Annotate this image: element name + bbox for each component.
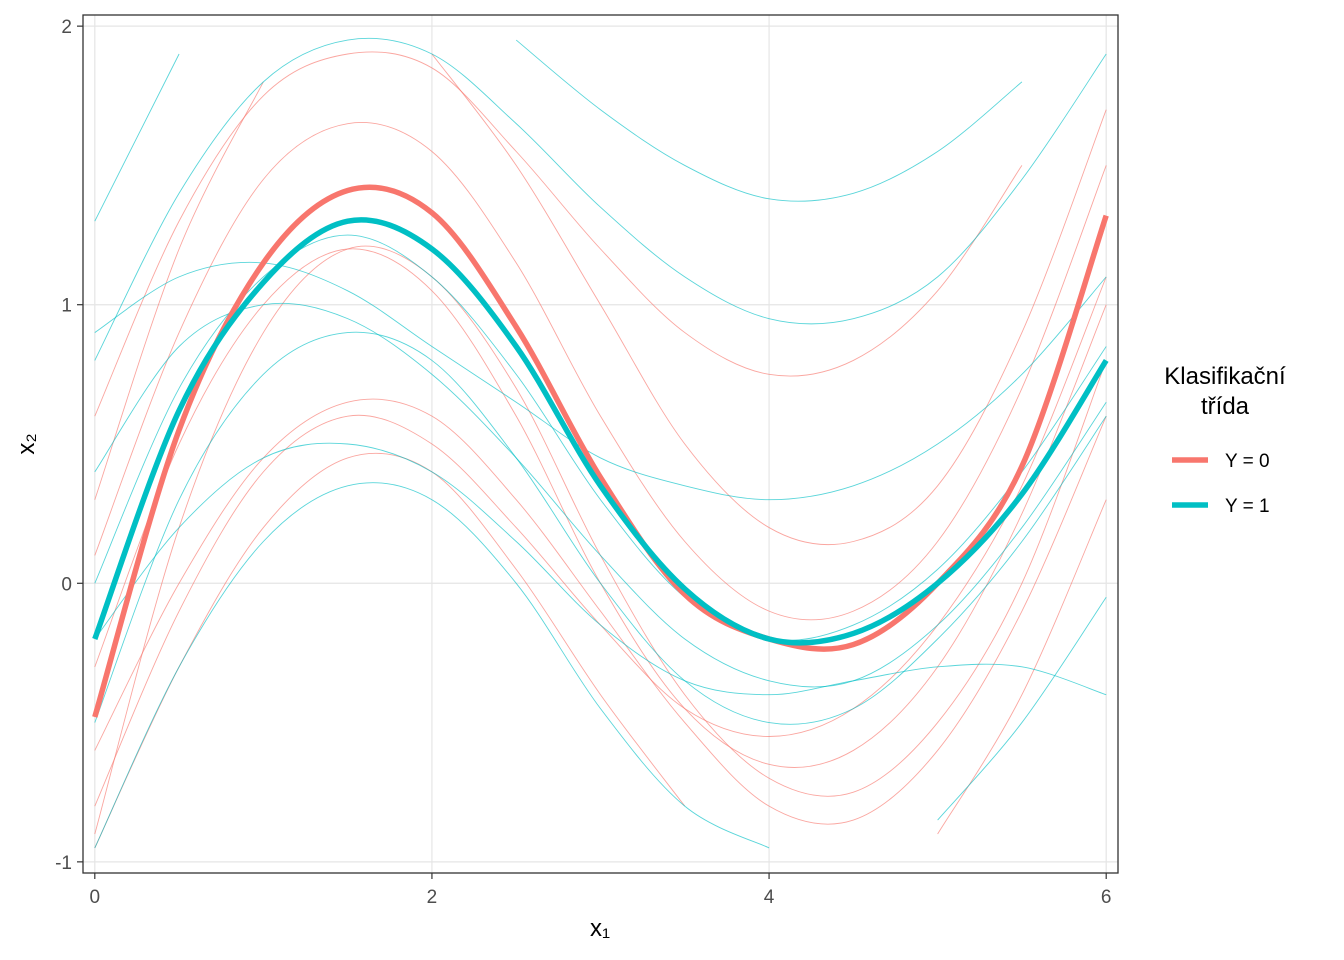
legend-label: Y = 1 xyxy=(1225,496,1270,517)
x-tick-label: 4 xyxy=(764,887,775,908)
x-tick-label: 2 xyxy=(427,887,438,908)
y-tick-label: -1 xyxy=(55,853,72,874)
curve-line xyxy=(94,37,1107,361)
y-tick-label: 2 xyxy=(61,17,72,38)
curve-line xyxy=(94,248,1107,768)
x-axis-title: x₁ xyxy=(590,915,610,942)
curve-line xyxy=(94,51,1023,417)
curve-line xyxy=(94,482,1107,849)
x-tick-label: 6 xyxy=(1101,887,1112,908)
curve-line xyxy=(94,245,1107,835)
mean-line xyxy=(92,217,1109,646)
curve-line xyxy=(94,53,1107,546)
curve-line xyxy=(94,331,1107,725)
curve-line xyxy=(94,398,1107,825)
panel-border xyxy=(82,14,1119,874)
curve-line xyxy=(94,122,1107,621)
curve-line xyxy=(94,302,1107,688)
panel-background xyxy=(83,15,1118,873)
legend-label: Y = 0 xyxy=(1225,451,1270,472)
mean-line xyxy=(92,184,1109,718)
curve-line xyxy=(94,39,1023,222)
x-tick-label: 0 xyxy=(90,887,101,908)
y-tick-label: 0 xyxy=(61,574,72,595)
y-axis-title: x₂ xyxy=(13,433,40,454)
legend-title: Klasifikační třída xyxy=(1164,363,1286,420)
y-tick-label: 1 xyxy=(61,296,72,317)
curve-line xyxy=(94,442,1107,696)
